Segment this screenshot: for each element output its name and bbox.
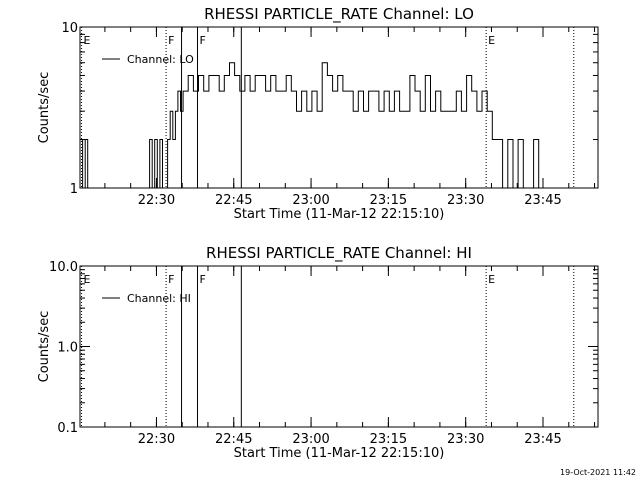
- y-tick-label: 10: [61, 21, 78, 36]
- plot-frame: [79, 26, 599, 189]
- x-tick-label: 23:15: [370, 432, 407, 447]
- x-tick-label: 22:30: [138, 432, 175, 447]
- x-tick-label: 23:45: [524, 193, 561, 208]
- annotation-label: E: [84, 273, 91, 286]
- chart-title: RHESSI PARTICLE_RATE Channel: HI: [206, 244, 472, 263]
- x-tick-label: 22:45: [215, 432, 252, 447]
- annotation-label: F: [200, 273, 206, 286]
- x-tick-label: 22:45: [215, 193, 252, 208]
- x-tick-label: 23:00: [292, 193, 329, 208]
- chart-title: RHESSI PARTICLE_RATE Channel: LO: [204, 5, 474, 24]
- x-tick-label: 23:15: [370, 193, 407, 208]
- legend-label: Channel: HI: [127, 292, 191, 305]
- footer-timestamp: 19-Oct-2021 11:42: [560, 468, 636, 477]
- annotation-label: E: [488, 273, 495, 286]
- series-line: [80, 62, 546, 189]
- annotation-label: F: [200, 34, 206, 47]
- plot-frame: [79, 265, 599, 428]
- y-tick-label: 10.0: [49, 260, 78, 275]
- x-tick-label: 23:00: [292, 432, 329, 447]
- y-tick-label: 1: [70, 182, 78, 197]
- x-tick-label: 23:30: [447, 432, 484, 447]
- x-tick-label: 22:30: [138, 193, 175, 208]
- x-tick-label: 23:45: [524, 432, 561, 447]
- x-axis-label: Start Time (11-Mar-12 22:15:10): [234, 207, 445, 222]
- annotation-label: E: [488, 34, 495, 47]
- annotation-label: F: [168, 273, 174, 286]
- legend-label: Channel: LO: [127, 53, 194, 66]
- y-axis-label: Counts/sec: [37, 72, 52, 144]
- y-tick-label: 1.0: [57, 341, 78, 356]
- y-tick-label: 0.1: [57, 421, 78, 436]
- x-axis-label: Start Time (11-Mar-12 22:15:10): [234, 446, 445, 461]
- x-tick-label: 23:30: [447, 193, 484, 208]
- lo-channel-panel: RHESSI PARTICLE_RATE Channel: LO 1 10 22:30…: [37, 5, 599, 222]
- annotation-label: E: [84, 34, 91, 47]
- y-axis-label: Counts/sec: [37, 311, 52, 383]
- hi-channel-panel: RHESSI PARTICLE_RATE Channel: HI 0.1 1.0 10…: [37, 244, 599, 461]
- annotation-label: F: [168, 34, 174, 47]
